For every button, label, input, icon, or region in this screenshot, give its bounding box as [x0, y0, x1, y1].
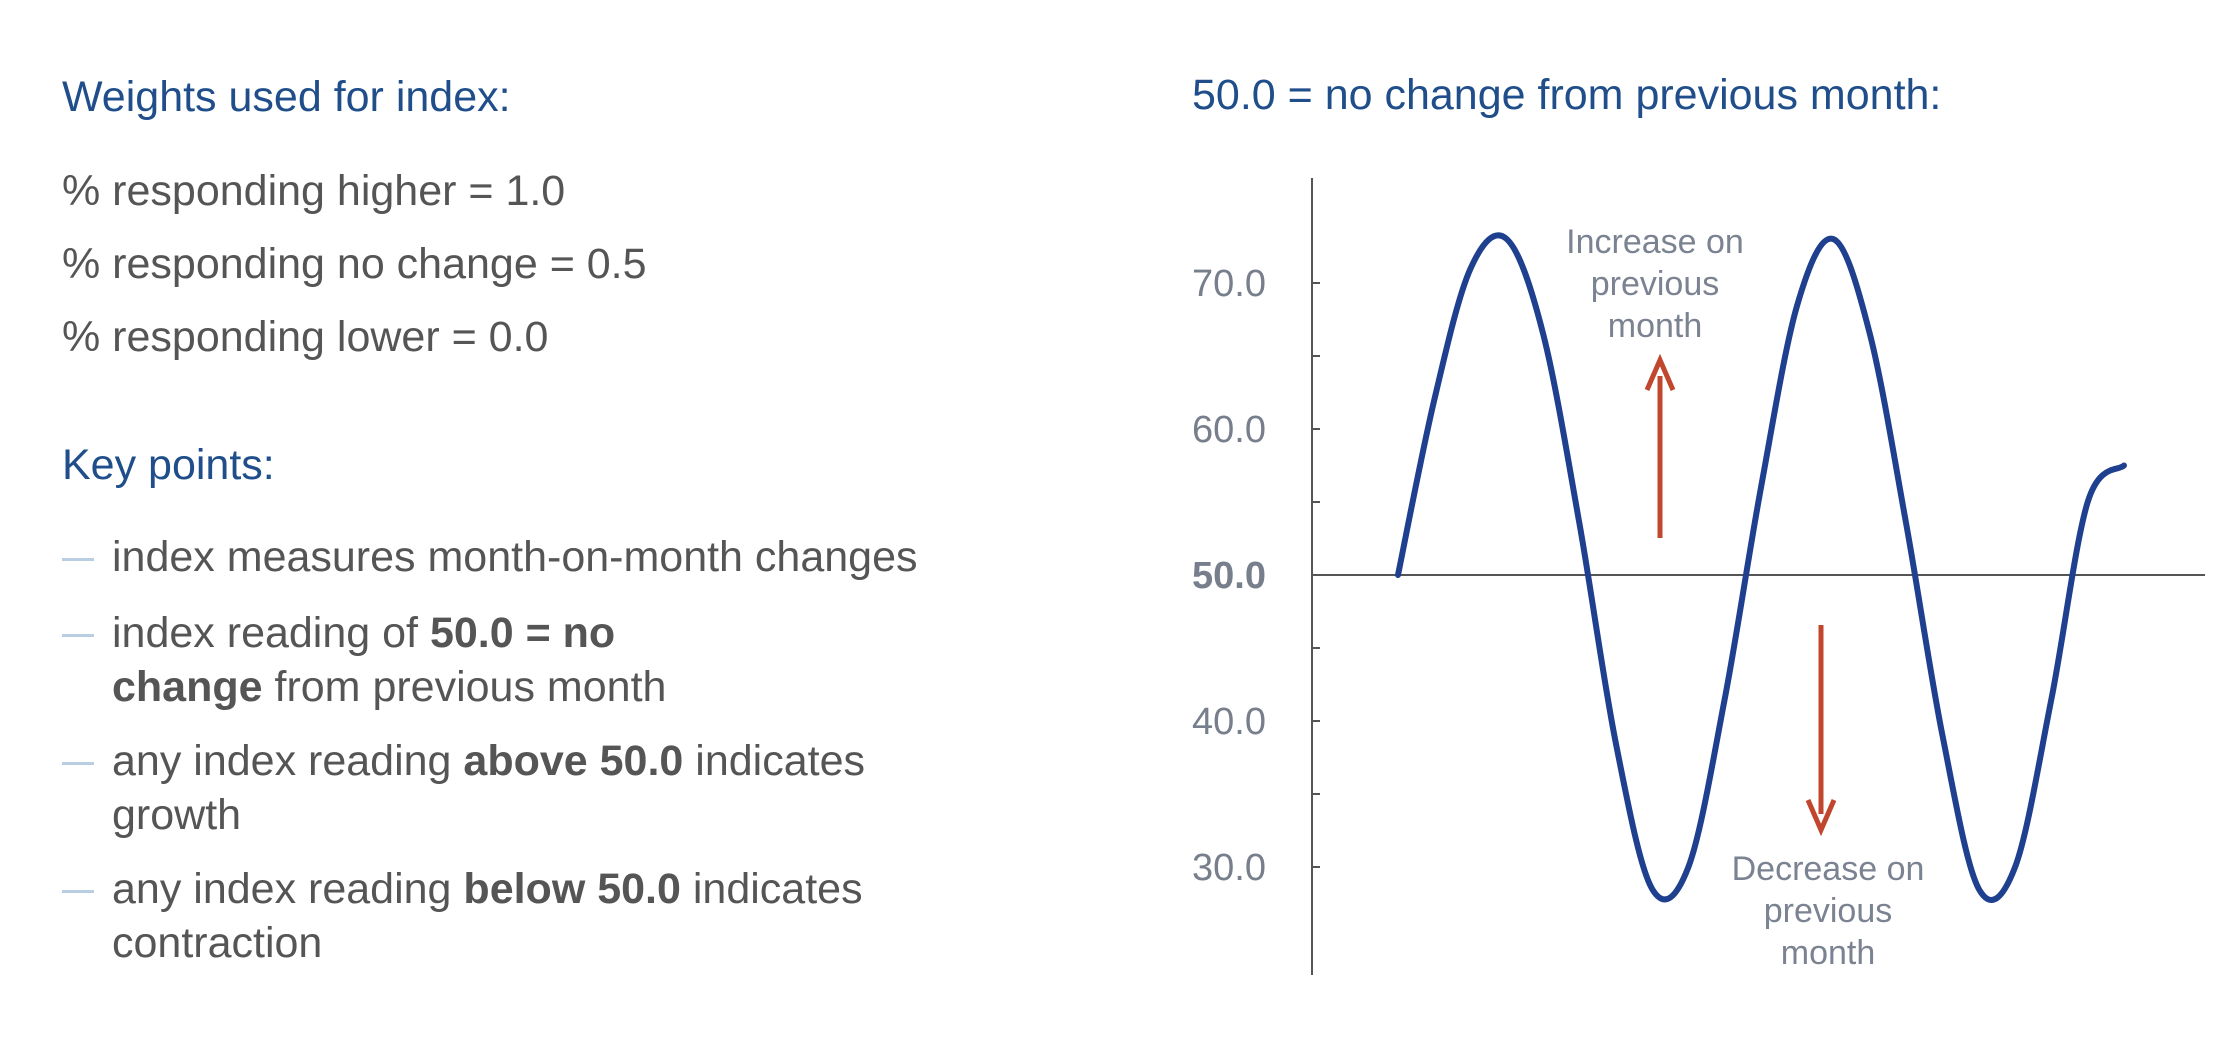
- key-point-emphasis: below 50.0: [463, 865, 681, 913]
- key-point-text: index measures month-on-month changes: [112, 530, 1012, 584]
- bullet-dash: [62, 634, 94, 637]
- y-tick-label: 70.0: [1192, 263, 1266, 305]
- weight-line-no-change: % responding no change = 0.5: [62, 240, 647, 288]
- key-point-segment: indicates growth: [112, 737, 866, 839]
- key-point-segment: from previous month: [262, 663, 667, 711]
- bullet-dash: [62, 558, 94, 561]
- bullet-dash: [62, 890, 94, 893]
- weight-line-higher: % responding higher = 1.0: [62, 167, 566, 215]
- chart-title: 50.0 = no change from previous month:: [1192, 71, 1942, 119]
- key-point-text: any index reading below 50.0 indicates c…: [112, 862, 952, 970]
- key-point-text: any index reading above 50.0 indicates g…: [112, 734, 952, 842]
- key-point-segment: indicates contraction: [112, 865, 863, 967]
- increase-arrow-head: [1644, 353, 1676, 391]
- key-point-segment: any index reading: [112, 737, 464, 785]
- weight-line-lower: % responding lower = 0.0: [62, 313, 549, 361]
- series-line: [1395, 232, 2127, 903]
- annotation-text: Increase on: [1566, 223, 1744, 261]
- annotation-text: previous: [1764, 892, 1893, 930]
- key-point-text: index reading of 50.0 = no change from p…: [112, 606, 672, 714]
- annotation-text: previous: [1591, 265, 1720, 303]
- y-tick-label: 60.0: [1192, 409, 1266, 451]
- y-tick-label: 30.0: [1192, 847, 1266, 889]
- annotation-text: month: [1608, 307, 1703, 345]
- annotation-text: month: [1781, 934, 1876, 972]
- weights-heading: Weights used for index:: [62, 73, 511, 121]
- annotation-text: Decrease on: [1732, 850, 1925, 888]
- bullet-dash: [62, 762, 94, 765]
- key-point-segment: index measures month-on-month changes: [112, 533, 918, 581]
- y-tick-label: 50.0: [1192, 555, 1266, 597]
- y-tick-label: 40.0: [1192, 701, 1266, 743]
- key-point-emphasis: above 50.0: [463, 737, 684, 785]
- decrease-arrow-head: [1805, 799, 1837, 837]
- key-point-emphasis: 50.0 = no change: [112, 609, 616, 711]
- key-point-segment: index reading of: [112, 609, 430, 657]
- key-point-segment: any index reading: [112, 865, 464, 913]
- key-points-heading: Key points:: [62, 441, 275, 489]
